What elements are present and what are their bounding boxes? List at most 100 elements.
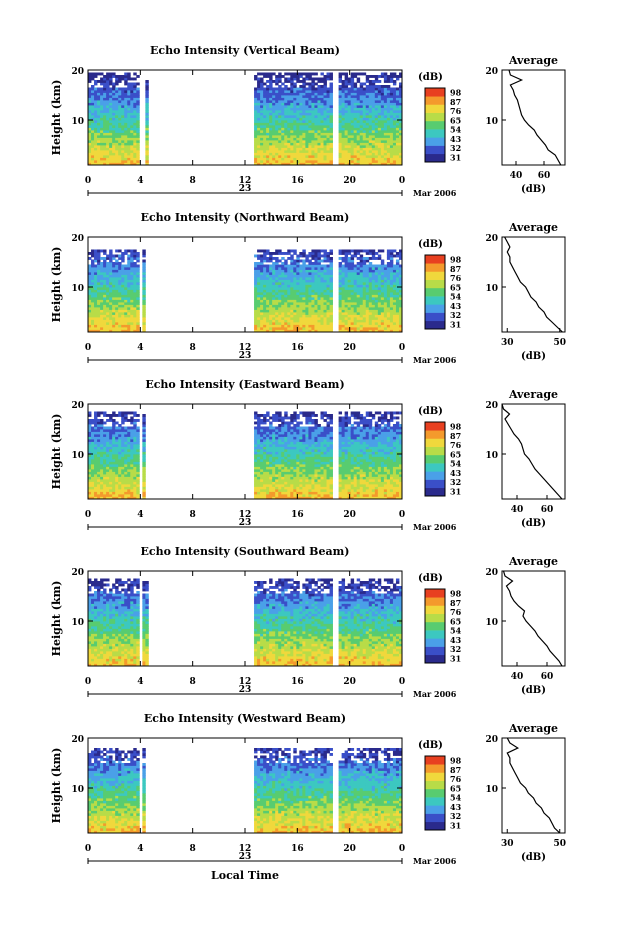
heatmap-cell [395,95,400,98]
heatmap-cell [380,324,385,328]
heatmap-cell [341,307,346,310]
heatmap-cell [275,160,279,163]
heatmap-cell [142,294,146,298]
heatmap-cell [106,279,110,283]
heatmap-cell [124,277,128,280]
heatmap-cell [374,130,379,133]
heatmap-cell [100,469,104,472]
heatmap-cell [124,97,128,101]
heatmap-cell [380,115,385,118]
heatmap-cell [266,267,270,270]
heatmap-cell [287,150,291,153]
beam-panel-3: Echo Intensity (Eastward Beam)2010Height… [50,378,566,532]
heatmap-cell [97,115,101,118]
heatmap-cell [362,262,367,265]
heatmap-cell [302,152,306,156]
heatmap-cell [380,249,385,253]
heatmap-cell [359,145,364,148]
heatmap-cell [395,259,400,263]
heatmap-cell [356,277,361,280]
heatmap-cell [112,87,116,91]
heatmap-cell [371,135,376,138]
heatmap-cell [284,312,288,315]
heatmap-cell [118,494,122,497]
heatmap-cell [103,329,107,333]
heatmap-cell [374,145,379,148]
heatmap-cell [257,254,261,258]
heatmap-cell [127,481,131,485]
heatmap-cell [308,269,312,273]
heatmap-cell [118,481,122,485]
heatmap-cell [350,117,355,121]
heatmap-cell [97,446,101,450]
heatmap-cell [103,454,107,457]
heatmap-cell [368,279,373,283]
heatmap-cell [263,152,267,156]
heatmap-cell [142,486,146,490]
heatmap-cell [100,82,104,86]
heatmap-cell [383,87,388,91]
heatmap-cell [115,117,119,121]
heatmap-cell [386,130,391,133]
heatmap-cell [353,309,358,313]
heatmap-cell [371,127,376,131]
heatmap-cell [136,317,140,320]
heatmap-cell [359,269,364,273]
heatmap-cell [314,155,318,158]
heatmap-cell [254,157,258,161]
heatmap-cell [133,411,137,415]
heatmap-cell [395,262,400,265]
heatmap-cell [103,274,107,278]
colorbar-unit: (dB) [418,72,443,83]
heatmap-cell [88,459,92,462]
heatmap-cell [371,264,376,268]
heatmap-cell [302,72,306,76]
heatmap-cell [389,92,394,96]
heatmap-cell [317,140,321,143]
heatmap-cell [269,287,273,290]
heatmap-cell [260,130,264,133]
heatmap-cell [130,444,134,447]
heatmap-cell [136,469,140,472]
heatmap-cell [365,269,370,273]
heatmap-cell [338,269,343,273]
heatmap-cell [308,87,312,91]
heatmap-cell [305,130,309,133]
heatmap-cell [314,127,318,131]
heatmap-cell [323,297,327,300]
heatmap-cell [353,269,358,273]
heatmap-cell [121,414,125,417]
heatmap-cell [275,125,279,128]
heatmap-cell [311,327,315,330]
heatmap-cell [109,324,113,328]
heatmap-cell [130,122,134,126]
heatmap-cell [272,140,276,143]
heatmap-cell [347,282,352,285]
heatmap-cell [320,327,324,330]
heatmap-cell [317,264,321,268]
heatmap-cell [136,147,140,151]
heatmap-cell [260,95,264,98]
heatmap-cell [97,130,101,133]
heatmap-cell [392,277,397,280]
heatmap-cell [350,75,355,78]
heatmap-cell [341,312,346,315]
heatmap-cell [371,257,376,260]
heatmap-cell [305,157,309,161]
heatmap-cell [272,87,276,91]
heatmap-cell [275,140,279,143]
heatmap-cell [311,297,315,300]
heatmap-cell [386,292,391,295]
heatmap-cell [254,140,258,143]
heatmap-cell [106,449,110,452]
heatmap-cell [118,294,122,298]
heatmap-cell [127,484,131,487]
heatmap-cell [299,319,303,323]
heatmap-cell [365,160,370,163]
heatmap-cell [130,496,134,500]
heatmap-cell [389,254,394,258]
heatmap-cell [389,97,394,101]
heatmap-cell [353,277,358,280]
heatmap-cell [320,117,324,121]
heatmap-cell [377,307,382,310]
